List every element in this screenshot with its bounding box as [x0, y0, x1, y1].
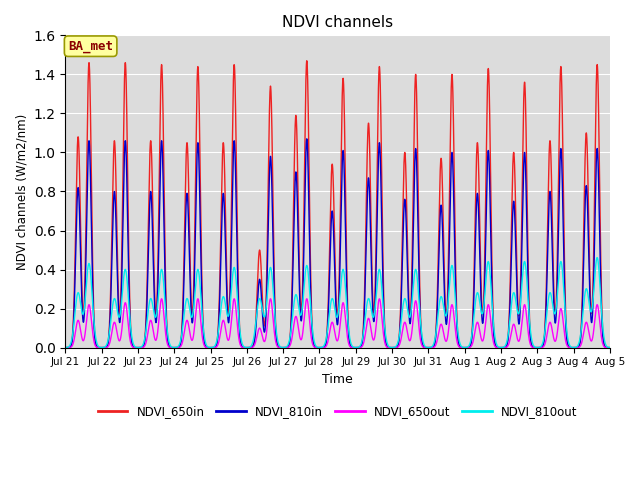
Line: NDVI_810in: NDVI_810in — [65, 139, 610, 348]
NDVI_810in — [191, 260, 198, 266]
NDVI_650in — [303, 58, 310, 64]
NDVI_810out — [593, 255, 601, 261]
NDVI_650in — [61, 345, 69, 350]
NDVI_650in — [188, 309, 196, 315]
NDVI_650out — [602, 345, 609, 350]
NDVI_810out — [606, 345, 614, 350]
NDVI_810out — [191, 293, 198, 299]
NDVI_810out — [602, 342, 609, 348]
NDVI_810in — [267, 154, 275, 159]
NDVI_810in — [188, 318, 196, 324]
NDVI_650out — [188, 337, 196, 343]
NDVI_650in — [606, 345, 614, 350]
NDVI_650out — [194, 296, 202, 302]
Text: BA_met: BA_met — [68, 40, 113, 53]
NDVI_810in — [306, 235, 314, 240]
NDVI_810out — [267, 264, 275, 270]
NDVI_650in — [267, 84, 275, 89]
NDVI_650out — [306, 317, 314, 323]
NDVI_650out — [267, 296, 275, 302]
Legend: NDVI_650in, NDVI_810in, NDVI_650out, NDVI_810out: NDVI_650in, NDVI_810in, NDVI_650out, NDV… — [93, 400, 582, 423]
NDVI_810out — [61, 345, 69, 350]
NDVI_810out — [188, 314, 196, 320]
NDVI_650in — [191, 229, 198, 235]
NDVI_650out — [61, 345, 69, 350]
NDVI_810in — [606, 345, 614, 350]
NDVI_650out — [158, 296, 166, 302]
NDVI_650out — [606, 345, 614, 350]
Line: NDVI_650out: NDVI_650out — [65, 299, 610, 348]
NDVI_810in — [602, 345, 609, 350]
Title: NDVI channels: NDVI channels — [282, 15, 393, 30]
NDVI_650out — [191, 321, 198, 327]
NDVI_650in — [602, 344, 609, 350]
NDVI_650in — [194, 67, 202, 72]
NDVI_810out — [305, 285, 313, 290]
NDVI_810in — [303, 136, 310, 142]
NDVI_810in — [194, 142, 202, 148]
Y-axis label: NDVI channels (W/m2/nm): NDVI channels (W/m2/nm) — [15, 113, 28, 270]
Line: NDVI_650in: NDVI_650in — [65, 61, 610, 348]
X-axis label: Time: Time — [323, 373, 353, 386]
NDVI_810in — [61, 345, 69, 350]
NDVI_650in — [306, 193, 314, 199]
Line: NDVI_810out: NDVI_810out — [65, 258, 610, 348]
NDVI_810out — [194, 267, 202, 273]
